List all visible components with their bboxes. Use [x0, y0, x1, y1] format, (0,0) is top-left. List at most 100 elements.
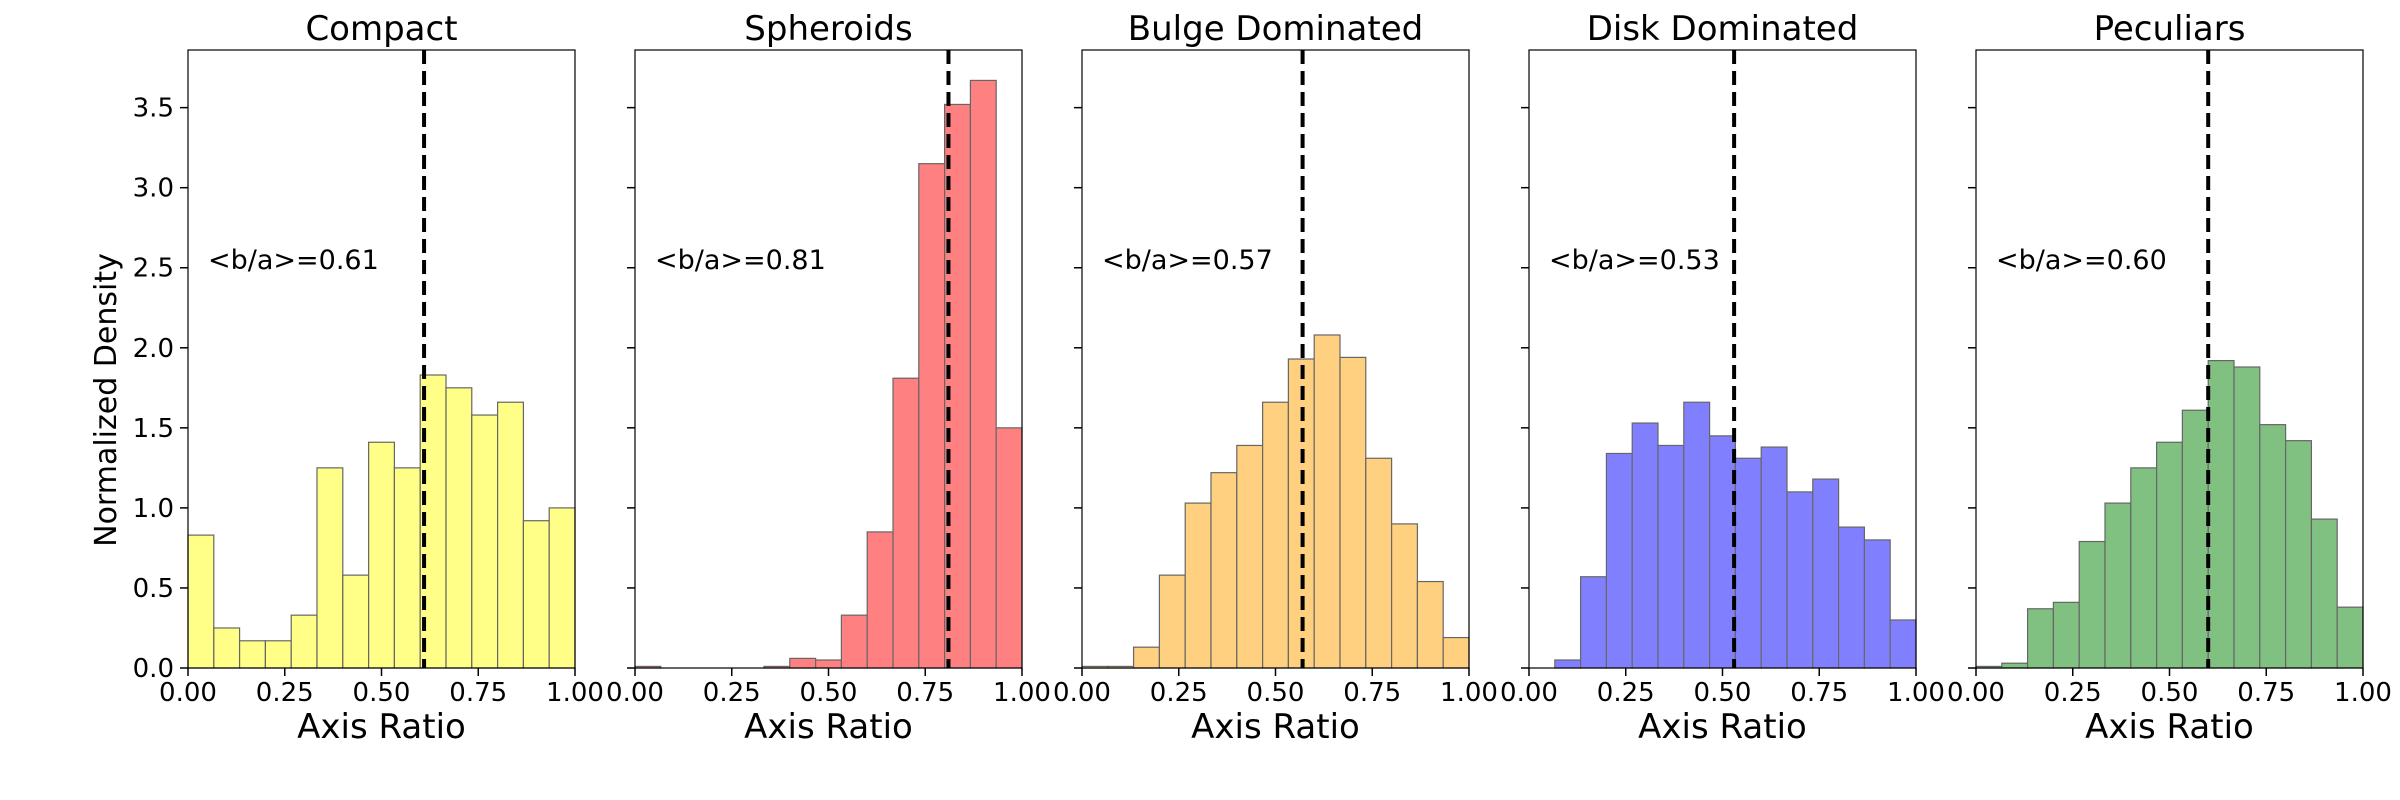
histogram-bar [1365, 457, 1393, 669]
histogram-bar [1184, 502, 1212, 669]
histogram-bar [1605, 452, 1633, 669]
x-tick-label: 0.75 [1343, 678, 1401, 708]
x-tick-label: 0.50 [1247, 678, 1305, 708]
histogram-bar [471, 414, 499, 669]
y-tick-label: 2.0 [133, 334, 174, 364]
mean-annotation: <b/a>=0.61 [208, 245, 379, 276]
histogram-bar [2052, 601, 2080, 669]
histogram-bar [1786, 491, 1814, 669]
histogram-bar [815, 659, 842, 669]
histogram-bar [2026, 608, 2055, 669]
histogram-bar [2285, 440, 2313, 669]
histogram-bar [522, 520, 550, 669]
histogram-bar [2156, 441, 2183, 669]
x-axis-label: Axis Ratio [2085, 707, 2254, 747]
histogram-bar [840, 614, 868, 669]
histogram-bar [1683, 401, 1711, 669]
y-tick-label: 1.0 [133, 494, 174, 524]
x-axis-label: Axis Ratio [297, 707, 466, 747]
histogram-bar [1760, 446, 1788, 669]
histogram-bar [2181, 409, 2209, 669]
histogram-bar [1863, 539, 1891, 669]
mean-annotation: <b/a>=0.60 [1996, 245, 2167, 276]
x-tick-label: 0.25 [703, 678, 761, 708]
histogram-bar [213, 627, 241, 669]
chart-panel-1: <b/a>=0.61 Compact 0.00 0.25 0.50 0.75 1.00 Axi… [133, 9, 604, 747]
histogram-bar [1416, 580, 1444, 669]
chart-panel-4: <b/a>=0.53 Disk Dominated 0.00 0.25 0.50 0.75… [1500, 9, 1945, 747]
histogram-bar [892, 377, 920, 669]
x-axis-label: Axis Ratio [1191, 707, 1360, 747]
x-tick-label: 1.00 [1440, 678, 1498, 708]
panel-title: Compact [305, 9, 457, 49]
histogram-bar [995, 427, 1023, 669]
histogram-bar [1442, 636, 1470, 669]
x-tick-label: 1.00 [546, 678, 604, 708]
x-tick-label: 0.00 [1500, 678, 1558, 708]
x-tick-label: 0.50 [353, 678, 411, 708]
histogram-bar [187, 534, 215, 669]
x-tick-label: 0.25 [256, 678, 314, 708]
y-tick-label: 3.5 [133, 94, 174, 124]
x-axis-label: Axis Ratio [744, 707, 913, 747]
histogram-bar [1709, 435, 1736, 669]
y-tick-label: 2.5 [133, 254, 174, 284]
histogram-bar [2310, 518, 2338, 669]
mean-annotation: <b/a>=0.81 [655, 245, 826, 276]
x-tick-label: 0.00 [1053, 678, 1111, 708]
y-tick-label: 0.0 [133, 654, 174, 684]
chart-panel-3: <b/a>=0.57 Bulge Dominated 0.00 0.25 0.50 0.7… [1053, 9, 1498, 747]
x-tick-label: 0.00 [1947, 678, 2005, 708]
histogram-bar [969, 79, 997, 669]
x-tick-label: 0.50 [1694, 678, 1752, 708]
x-tick-label: 0.75 [2237, 678, 2295, 708]
histogram-bar [1210, 472, 1238, 669]
histogram-bar [445, 387, 473, 669]
histogram-bar [2104, 502, 2132, 669]
histogram-bar [238, 640, 266, 669]
histogram-bar [1390, 523, 1419, 669]
y-tick-label: 1.5 [133, 414, 174, 444]
panel-title: Disk Dominated [1587, 9, 1859, 49]
histogram-bar [2233, 366, 2261, 669]
x-tick-label: 0.75 [896, 678, 954, 708]
histogram-bar [316, 467, 344, 669]
histogram-bar [1657, 444, 1685, 669]
histogram-bar [2001, 662, 2029, 669]
histogram-bar [393, 467, 421, 669]
histogram-bar [1158, 574, 1186, 669]
histogram-bar [1132, 646, 1161, 669]
histogram-bar [1554, 659, 1582, 669]
histogram-bar [1236, 444, 1264, 669]
histogram-bar [789, 657, 817, 669]
x-tick-label: 0.25 [1597, 678, 1655, 708]
chart-panels: <b/a>=0.61 Compact 0.00 0.25 0.50 0.75 1.00 Axi… [133, 9, 2392, 747]
panel-title: Bulge Dominated [1128, 9, 1423, 49]
histogram-bar [1339, 356, 1367, 669]
histogram-bar [866, 531, 894, 669]
x-axis-label: Axis Ratio [1638, 707, 1807, 747]
chart-panel-2: <b/a>=0.81 Spheroids 0.00 0.25 0.50 0.75 1.00 A… [606, 9, 1051, 747]
histogram-bar [2259, 424, 2287, 669]
histogram-bar [2207, 360, 2235, 669]
histogram-bar [368, 441, 395, 669]
x-tick-label: 1.00 [1887, 678, 1945, 708]
histogram-bar [1889, 619, 1917, 669]
histogram-bar [497, 401, 525, 669]
chart-panel-5: <b/a>=0.60 Peculiars 0.00 0.25 0.50 0.75 1.00 A… [1947, 9, 2392, 747]
histogram-bar [1262, 401, 1289, 669]
x-tick-label: 0.00 [159, 678, 217, 708]
histogram-bar [1313, 334, 1341, 669]
x-tick-label: 0.25 [2044, 678, 2102, 708]
x-tick-label: 1.00 [2334, 678, 2392, 708]
y-tick-label: 0.5 [133, 574, 174, 604]
x-tick-label: 0.50 [2141, 678, 2199, 708]
histogram-bar [342, 574, 370, 669]
histogram-bar [1734, 457, 1762, 669]
y-tick-label: 3.0 [133, 174, 174, 204]
histogram-bar [2078, 540, 2106, 669]
histogram-bar [918, 163, 946, 669]
y-axis-label: Normalized Density [89, 253, 124, 547]
histogram-bar [290, 614, 318, 669]
